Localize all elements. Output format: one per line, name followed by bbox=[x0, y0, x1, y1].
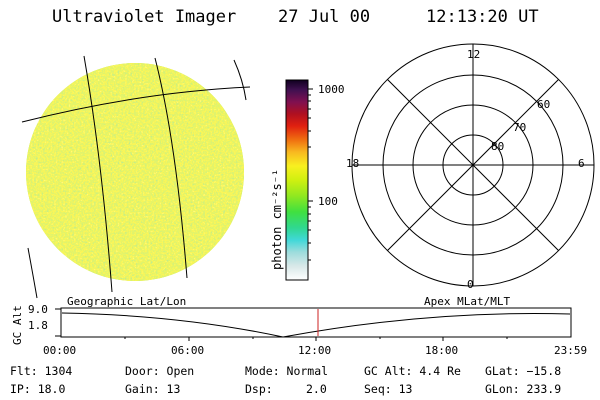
flight-number: Flt: 1304 bbox=[10, 364, 73, 378]
gain-value: Gain: 13 bbox=[125, 382, 181, 396]
polar-label-top: 12 bbox=[467, 48, 481, 61]
colorbar-tick-1000: 1000 bbox=[318, 83, 345, 96]
time-tick-1800: 18:00 bbox=[425, 344, 459, 357]
sequence-number: Seq: 13 bbox=[364, 382, 413, 396]
mode-value: Mode: Normal bbox=[245, 364, 329, 378]
dsp-label: Dsp: bbox=[245, 382, 273, 396]
altitude-axis-label: GC Alt bbox=[11, 305, 24, 345]
date-label: 27 Jul 00 bbox=[278, 7, 371, 27]
gc-altitude: GC Alt: 4.4 Re bbox=[364, 364, 461, 378]
apex-label: Apex MLat/MLT bbox=[424, 295, 511, 308]
color-scale-bar bbox=[285, 79, 309, 281]
geographic-longitude: GLon: 233.9 bbox=[485, 382, 562, 396]
polar-ring-60: 60 bbox=[537, 98, 551, 111]
polar-ring-70: 70 bbox=[513, 121, 527, 134]
altitude-plot bbox=[55, 307, 572, 341]
colorbar-tick-100: 100 bbox=[318, 195, 338, 208]
time-label: 12:13:20 UT bbox=[426, 7, 539, 27]
altitude-tick-bottom: 1.8 bbox=[28, 319, 48, 332]
color-scale-ticks bbox=[308, 88, 313, 261]
time-tick-2359: 23:59 bbox=[554, 344, 588, 357]
geographic-label: Geographic Lat/Lon bbox=[67, 295, 187, 308]
dsp-value: 2.0 bbox=[306, 382, 327, 396]
polar-plot bbox=[351, 43, 595, 287]
altitude-tick-top: 9.0 bbox=[28, 303, 48, 316]
polar-ring-80: 80 bbox=[491, 140, 505, 153]
time-tick-1200: 12:00 bbox=[298, 344, 332, 357]
door-status: Door: Open bbox=[125, 364, 195, 378]
time-tick-0000: 00:00 bbox=[43, 344, 77, 357]
ip-value: IP: 18.0 bbox=[10, 382, 66, 396]
geographic-grid bbox=[21, 55, 251, 299]
time-tick-0600: 06:00 bbox=[171, 344, 205, 357]
instrument-title: Ultraviolet Imager bbox=[52, 7, 237, 27]
geographic-latitude: GLat: −15.8 bbox=[485, 364, 562, 378]
polar-label-right: 6 bbox=[578, 157, 585, 170]
colorbar-unit-label: photon cm⁻²s⁻¹ bbox=[270, 168, 284, 270]
polar-label-bottom: 0 bbox=[467, 278, 474, 291]
uvi-earth-image bbox=[26, 63, 244, 281]
polar-label-left: 18 bbox=[346, 157, 360, 170]
